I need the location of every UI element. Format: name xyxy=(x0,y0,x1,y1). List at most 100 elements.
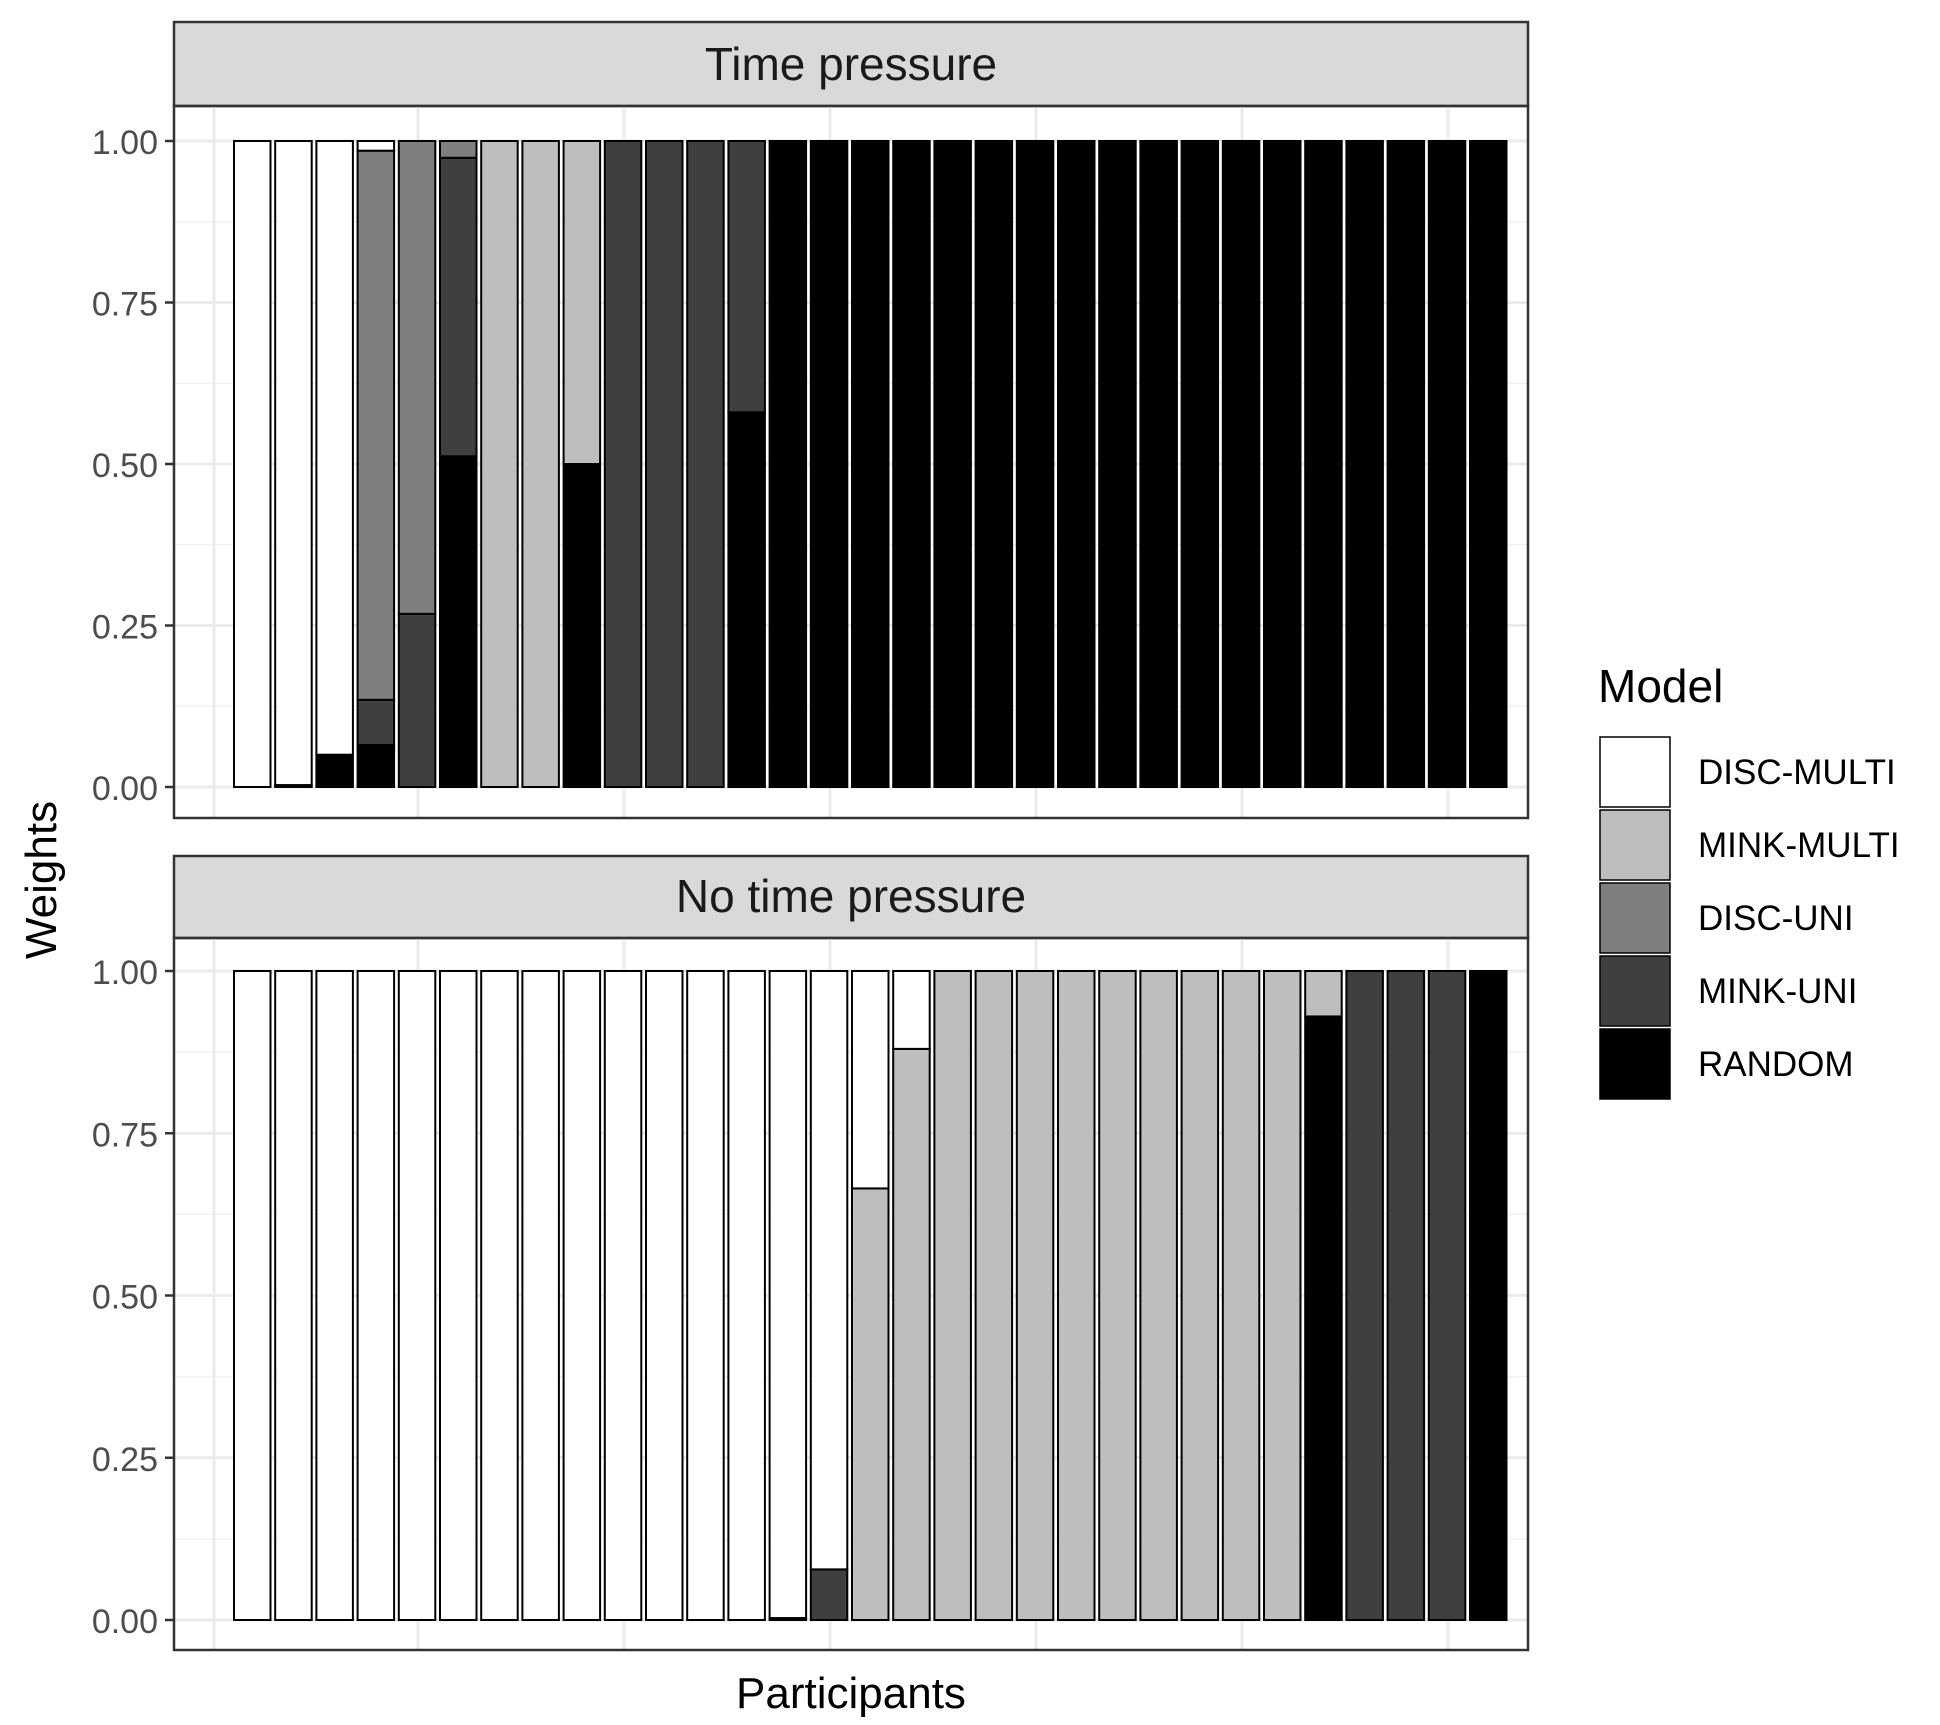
legend: Model DISC-MULTI MINK-MULTI DISC-UNI MINK-U… xyxy=(1598,660,1900,1100)
y-tick-label: 0.00 xyxy=(92,770,158,808)
bar-segment-time-pressure-p16-random xyxy=(851,140,890,788)
y-tick-label: 0.75 xyxy=(92,1116,158,1154)
bar-segment-time-pressure-p15-random xyxy=(809,140,849,788)
bar-segment-no-time-pressure-p11-disc-multi xyxy=(645,970,684,1621)
bar-segment-time-pressure-p13-random xyxy=(727,411,766,788)
bar-segment-time-pressure-p3-disc-multi xyxy=(315,140,354,756)
bar-segment-no-time-pressure-p24-mink-multi xyxy=(1180,970,1220,1621)
bar-segment-no-time-pressure-p19-mink-multi xyxy=(974,970,1014,1621)
bar-segment-time-pressure-p23-random xyxy=(1139,140,1178,788)
bar-segment-time-pressure-p8-mink-multi xyxy=(521,140,560,788)
bar-segment-no-time-pressure-p16-disc-multi xyxy=(851,970,890,1190)
bar-segment-no-time-pressure-p1-disc-multi xyxy=(233,970,272,1621)
facet-strip-time-pressure xyxy=(172,20,1530,108)
bar-segment-no-time-pressure-p5-disc-multi xyxy=(397,970,437,1621)
bar-segment-no-time-pressure-p17-mink-multi xyxy=(892,1047,931,1621)
y-tick-label: 1.00 xyxy=(92,124,158,162)
legend-key-mink-uni xyxy=(1599,955,1671,1027)
panel-time-pressure: Time pressure 0.00 0.25 0.50 0.75 1.00 xyxy=(92,20,1530,820)
bar-segment-no-time-pressure-p26-mink-multi xyxy=(1263,970,1302,1621)
legend-title: Model xyxy=(1598,660,1723,712)
bar-segment-no-time-pressure-p8-disc-multi xyxy=(521,970,560,1621)
bar-segment-no-time-pressure-p28-mink-uni xyxy=(1345,970,1384,1621)
bar-segment-time-pressure-p4-mink-uni xyxy=(356,698,396,747)
bar-segment-no-time-pressure-p6-disc-multi xyxy=(439,970,478,1621)
bar-segment-no-time-pressure-p15-mink-uni xyxy=(809,1568,849,1622)
bar-segment-time-pressure-p28-random xyxy=(1345,140,1384,788)
panel-border-time-pressure xyxy=(172,104,1530,820)
bar-segment-no-time-pressure-p4-disc-multi xyxy=(356,970,396,1621)
legend-key-disc-uni xyxy=(1599,882,1671,954)
bar-segment-no-time-pressure-p16-mink-multi xyxy=(851,1187,890,1622)
y-tick-label: 0.50 xyxy=(92,447,158,485)
bar-segment-time-pressure-p11-mink-uni xyxy=(645,140,684,788)
bar-segment-no-time-pressure-p10-disc-multi xyxy=(603,970,643,1621)
bar-segment-no-time-pressure-p25-mink-multi xyxy=(1221,970,1261,1621)
bar-segment-time-pressure-p5-disc-uni xyxy=(397,140,437,615)
bar-segment-time-pressure-p30-random xyxy=(1427,140,1467,788)
bar-segment-no-time-pressure-p31-random xyxy=(1469,970,1508,1621)
bar-segment-time-pressure-p6-random xyxy=(439,455,478,788)
bar-segment-no-time-pressure-p2-disc-multi xyxy=(274,970,313,1621)
bar-segment-no-time-pressure-p15-disc-multi xyxy=(809,970,849,1571)
bar-segment-time-pressure-p6-disc-uni xyxy=(439,140,478,159)
bar-segment-time-pressure-p9-mink-multi xyxy=(562,140,602,465)
bar-segment-time-pressure-p13-mink-uni xyxy=(727,140,766,414)
legend-key-mink-multi xyxy=(1599,809,1671,881)
bar-segment-no-time-pressure-p27-mink-multi xyxy=(1304,970,1343,1018)
y-axis-no-time-pressure: 0.00 0.25 0.50 0.75 1.00 xyxy=(92,954,174,1641)
bar-segment-time-pressure-p19-random xyxy=(974,140,1014,788)
bar-segment-time-pressure-p18-random xyxy=(933,140,972,788)
bar-segment-time-pressure-p5-mink-uni xyxy=(397,612,437,789)
bar-segment-time-pressure-p31-random xyxy=(1469,140,1508,788)
bars-time-pressure xyxy=(233,140,1508,789)
bar-segment-time-pressure-p4-disc-multi xyxy=(356,140,396,152)
bar-segment-time-pressure-p6-mink-uni xyxy=(439,156,478,458)
bar-segment-time-pressure-p17-random xyxy=(892,140,931,788)
bar-segment-time-pressure-p27-random xyxy=(1304,140,1343,788)
bar-segment-time-pressure-p14-random xyxy=(768,140,808,788)
legend-key-random xyxy=(1599,1028,1671,1100)
bar-segment-no-time-pressure-p9-disc-multi xyxy=(562,970,602,1621)
bar-segment-no-time-pressure-p21-mink-multi xyxy=(1057,970,1096,1621)
y-tick-label: 1.00 xyxy=(92,954,158,992)
y-axis-title: Weights xyxy=(17,801,66,959)
legend-label-disc-uni: DISC-UNI xyxy=(1698,899,1854,938)
bar-segment-no-time-pressure-p14-disc-multi xyxy=(768,970,808,1620)
bar-segment-time-pressure-p10-mink-uni xyxy=(603,140,643,788)
bar-segment-no-time-pressure-p23-mink-multi xyxy=(1139,970,1178,1621)
bar-segment-time-pressure-p24-random xyxy=(1180,140,1220,788)
y-tick-label: 0.00 xyxy=(92,1603,158,1641)
bar-segment-time-pressure-p12-mink-uni xyxy=(686,140,725,788)
legend-label-mink-uni: MINK-UNI xyxy=(1698,972,1857,1011)
bar-segment-no-time-pressure-p27-random xyxy=(1304,1015,1343,1621)
bar-segment-time-pressure-p3-random xyxy=(315,753,354,789)
y-tick-label: 0.50 xyxy=(92,1279,158,1317)
bar-segment-time-pressure-p7-mink-multi xyxy=(480,140,519,788)
bar-segment-time-pressure-p25-random xyxy=(1221,140,1261,788)
bar-segment-no-time-pressure-p7-disc-multi xyxy=(480,970,519,1621)
bar-segment-no-time-pressure-p20-mink-multi xyxy=(1015,970,1055,1621)
bar-segment-time-pressure-p29-random xyxy=(1386,140,1426,788)
bar-segment-no-time-pressure-p12-disc-multi xyxy=(686,970,725,1621)
bar-segment-no-time-pressure-p18-mink-multi xyxy=(933,970,972,1621)
bar-segment-no-time-pressure-p17-disc-multi xyxy=(892,970,931,1050)
panel-no-time-pressure: No time pressure 0.00 0.25 0.50 0.75 1.00 xyxy=(92,854,1530,1652)
x-axis-title: Participants xyxy=(736,1669,966,1718)
bar-segment-no-time-pressure-p29-mink-uni xyxy=(1386,970,1426,1621)
bar-segment-time-pressure-p2-disc-multi xyxy=(274,140,313,787)
bar-segment-time-pressure-p4-random xyxy=(356,744,396,789)
legend-key-disc-multi xyxy=(1599,736,1671,808)
legend-label-mink-multi: MINK-MULTI xyxy=(1698,826,1900,865)
y-tick-label: 0.25 xyxy=(92,1441,158,1479)
bar-segment-time-pressure-p1-disc-multi xyxy=(233,140,272,788)
bar-segment-no-time-pressure-p30-mink-uni xyxy=(1427,970,1467,1621)
bars-no-time-pressure xyxy=(233,970,1508,1622)
bar-segment-no-time-pressure-p22-mink-multi xyxy=(1098,970,1137,1621)
y-tick-label: 0.25 xyxy=(92,609,158,647)
bar-segment-time-pressure-p20-random xyxy=(1015,140,1055,788)
legend-label-random: RANDOM xyxy=(1698,1045,1854,1084)
y-axis-time-pressure: 0.00 0.25 0.50 0.75 1.00 xyxy=(92,124,174,808)
bar-segment-no-time-pressure-p3-disc-multi xyxy=(315,970,354,1621)
